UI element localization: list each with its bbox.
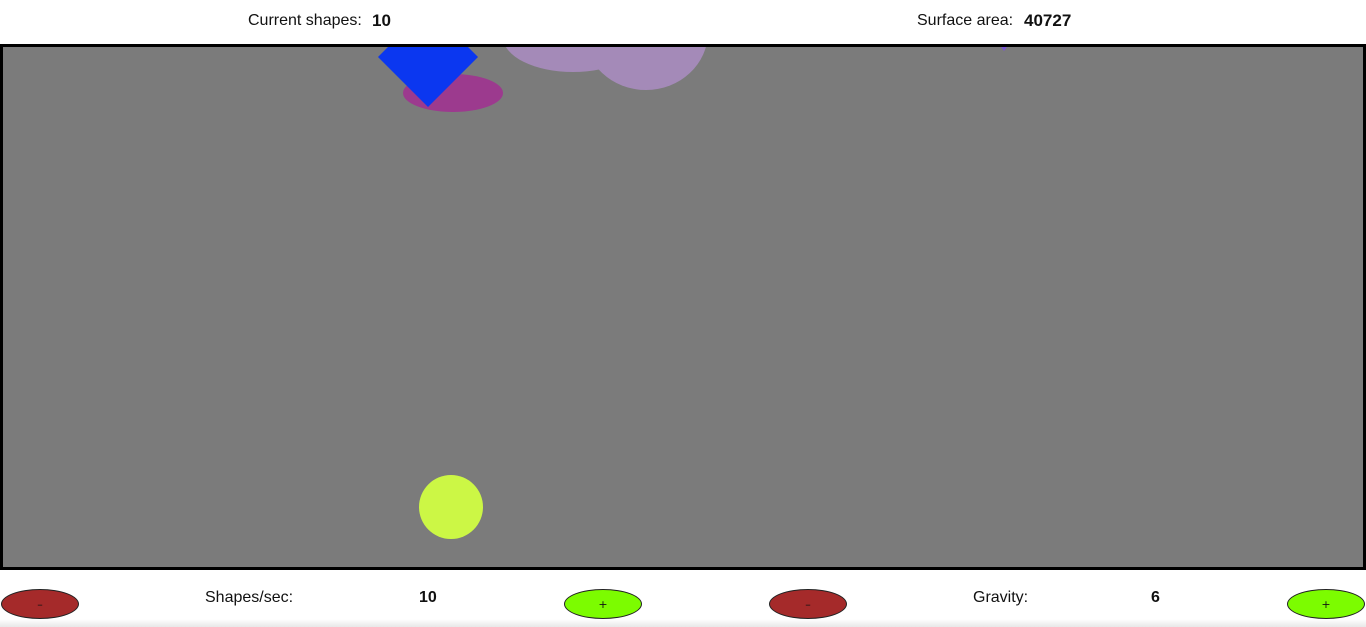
gravity-increase-button[interactable]: + [1287, 589, 1365, 619]
game-canvas[interactable] [0, 44, 1366, 570]
gravity-value: 6 [1151, 589, 1160, 607]
gravity-decrease-button[interactable]: – [769, 589, 847, 619]
current-shapes-label: Current shapes: [248, 12, 362, 30]
shapes-layer [3, 47, 1363, 567]
shapes-per-sec-value: 10 [419, 589, 437, 607]
surface-area-value: 40727 [1024, 11, 1071, 31]
surface-area-label: Surface area: [917, 12, 1013, 30]
yellow-circle-shape [419, 475, 483, 539]
shapes-per-sec-increase-button[interactable]: + [564, 589, 642, 619]
small-triangle-shape [999, 47, 1009, 51]
shapes-per-sec-decrease-button[interactable]: – [1, 589, 79, 619]
shapes-per-sec-label: Shapes/sec: [205, 589, 293, 607]
purple-cloud-shape [503, 47, 708, 90]
page-bottom-edge [0, 619, 1366, 627]
gravity-label: Gravity: [973, 589, 1028, 607]
current-shapes-value: 10 [372, 11, 391, 31]
